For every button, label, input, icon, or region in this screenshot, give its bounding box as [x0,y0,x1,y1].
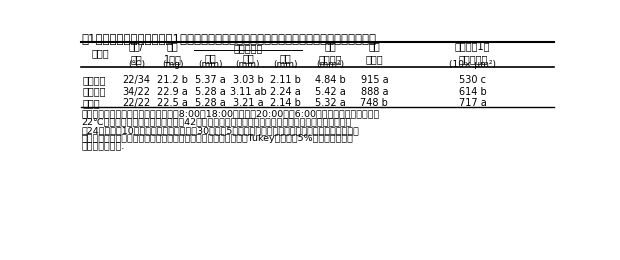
Text: 高夜温区: 高夜温区 [83,75,107,85]
Text: 5.42 a: 5.42 a [315,87,345,97]
Text: 5.28 a: 5.28 a [195,98,226,108]
Text: 5.37 a: 5.37 a [195,75,226,85]
Text: 昼温/
夜温: 昼温/ 夜温 [129,42,144,64]
Text: 22/34: 22/34 [122,75,151,85]
Text: (mm): (mm) [198,61,223,69]
Text: 玄米
1粒重: 玄米 1粒重 [164,42,182,64]
Text: 処理区: 処理区 [91,48,108,58]
Text: 胚乳
横断面積: 胚乳 横断面積 [319,42,342,64]
Text: 水稲品種キヌヒカリを用いた．昼温は8:00〜18:00，夜温は20:00〜翌6:00の気温を示す．対照区は: 水稲品種キヌヒカリを用いた．昼温は8:00〜18:00，夜温は20:00〜翌6:… [81,110,379,119]
Text: 粒厚: 粒厚 [280,53,291,63]
Text: 748 b: 748 b [360,98,388,108]
Text: (10× μm²): (10× μm²) [450,61,496,69]
Text: 胚乳細胞1個
あたり面積: 胚乳細胞1個 あたり面積 [455,42,490,64]
Text: 5.28 a: 5.28 a [195,87,226,97]
Text: あることを示す.: あることを示す. [81,142,125,151]
Text: (mg): (mg) [162,61,184,69]
Text: 22℃一定．温度処理は開花後２日〜42日に行った．供試玄米の採取は高夜温区と高昼温区では開花: 22℃一定．温度処理は開花後２日〜42日に行った．供試玄米の採取は高夜温区と高昼… [81,118,352,127]
Text: 21.2 b: 21.2 b [157,75,188,85]
Text: 3.21 a: 3.21 a [232,98,264,108]
Text: (℃): (℃) [128,61,145,69]
Text: 2.14 b: 2.14 b [270,98,301,108]
Text: さがほぼ最大に達していた．異なるアルファベット文字間には，Tukey法により5%水準で有意差が: さがほぼ最大に達していた．異なるアルファベット文字間には，Tukey法により5%… [81,134,353,143]
Text: 粒幅: 粒幅 [242,53,254,63]
Text: 2.24 a: 2.24 a [270,87,301,97]
Text: 888 a: 888 a [361,87,388,97]
Text: 3.03 b: 3.03 b [232,75,264,85]
Text: 玄米の粒径: 玄米の粒径 [233,43,263,54]
Text: 717 a: 717 a [459,98,487,108]
Text: 530 c: 530 c [459,75,486,85]
Text: 4.84 b: 4.84 b [315,75,345,85]
Text: 表1　高夜温と高昼温が玄米1粒重、粒径、玄米横断切片の胚乳細胞の面積と数に及ぼす影響: 表1 高夜温と高昼温が玄米1粒重、粒径、玄米横断切片の胚乳細胞の面積と数に及ぼす… [81,33,376,46]
Text: 後24日目（各10粒），対照区では開花後30日目（5粒）とし，これらの時期には玄米の長さ・幅・厚: 後24日目（各10粒），対照区では開花後30日目（5粒）とし，これらの時期には玄… [81,126,359,135]
Text: (mm²): (mm²) [316,61,344,69]
Text: 3.11 ab: 3.11 ab [229,87,267,97]
Text: (mm): (mm) [273,61,298,69]
Text: 614 b: 614 b [459,87,487,97]
Text: 対照区: 対照区 [83,98,100,108]
Text: 22.5 a: 22.5 a [157,98,188,108]
Text: 915 a: 915 a [360,75,388,85]
Text: 34/22: 34/22 [122,87,151,97]
Text: 胚乳
細胞数: 胚乳 細胞数 [366,42,383,64]
Text: (mm): (mm) [236,61,260,69]
Text: 5.32 a: 5.32 a [315,98,345,108]
Text: 22/22: 22/22 [122,98,151,108]
Text: 粒長: 粒長 [205,53,216,63]
Text: 22.9 a: 22.9 a [157,87,188,97]
Text: 2.11 b: 2.11 b [270,75,301,85]
Text: 高昼温区: 高昼温区 [83,87,107,97]
